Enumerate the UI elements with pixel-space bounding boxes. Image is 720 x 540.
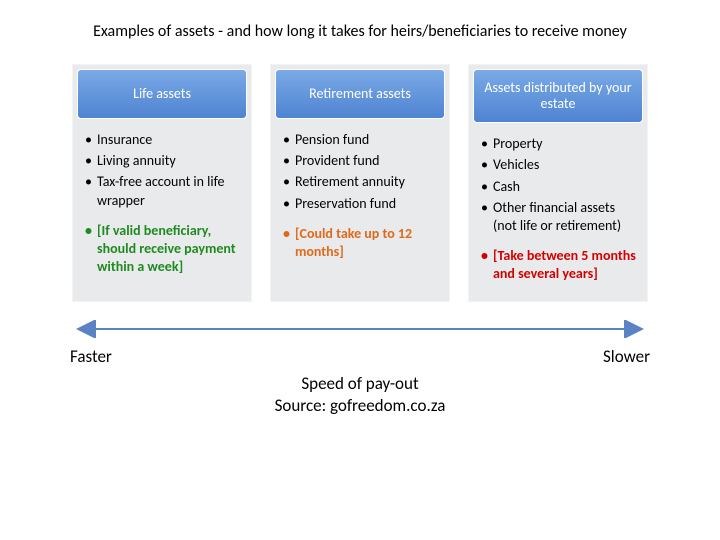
timing-note: [If valid beneficiary, should receive pa… bbox=[83, 222, 241, 277]
card-body: Property Vehicles Cash Other financial a… bbox=[469, 127, 647, 300]
infographic-page: Examples of assets - and how long it tak… bbox=[0, 0, 720, 540]
timing-note: [Could take up to 12 months] bbox=[281, 225, 439, 261]
list-item: Insurance bbox=[83, 131, 241, 149]
list-item: Vehicles bbox=[479, 156, 637, 174]
axis-right-label: Slower bbox=[603, 346, 650, 367]
double-arrow-icon bbox=[70, 320, 650, 338]
card-list: Property Vehicles Cash Other financial a… bbox=[479, 135, 637, 283]
source-line: Source: gofreedom.co.za bbox=[0, 395, 720, 418]
card-header: Retirement assets bbox=[275, 69, 445, 119]
card-body: Pension fund Provident fund Retirement a… bbox=[271, 123, 449, 301]
axis-caption: Speed of pay-out bbox=[0, 373, 720, 396]
list-item: Tax-free account in life wrapper bbox=[83, 173, 241, 209]
list-item: Retirement annuity bbox=[281, 173, 439, 191]
axis-left-label: Faster bbox=[70, 346, 112, 367]
card-list: Insurance Living annuity Tax-free accoun… bbox=[83, 131, 241, 276]
list-item: Living annuity bbox=[83, 152, 241, 170]
axis-labels: Faster Slower bbox=[70, 346, 650, 367]
card-life-assets: Life assets Insurance Living annuity Tax… bbox=[72, 64, 252, 302]
card-header: Life assets bbox=[77, 69, 247, 119]
list-item: Cash bbox=[479, 178, 637, 196]
columns-row: Life assets Insurance Living annuity Tax… bbox=[0, 64, 720, 302]
footer: Speed of pay-out Source: gofreedom.co.za bbox=[0, 373, 720, 419]
card-header: Assets distributed by your estate bbox=[473, 69, 643, 123]
list-item: Pension fund bbox=[281, 131, 439, 149]
list-item: Other financial assets (not life or reti… bbox=[479, 199, 637, 235]
card-retirement-assets: Retirement assets Pension fund Provident… bbox=[270, 64, 450, 302]
card-list: Pension fund Provident fund Retirement a… bbox=[281, 131, 439, 261]
list-item: Provident fund bbox=[281, 152, 439, 170]
page-title: Examples of assets - and how long it tak… bbox=[0, 0, 720, 42]
list-item: Preservation fund bbox=[281, 195, 439, 213]
speed-arrow bbox=[70, 320, 650, 338]
card-body: Insurance Living annuity Tax-free accoun… bbox=[73, 123, 251, 301]
card-estate-assets: Assets distributed by your estate Proper… bbox=[468, 64, 648, 302]
timing-note: [Take between 5 months and several years… bbox=[479, 247, 637, 283]
list-item: Property bbox=[479, 135, 637, 153]
